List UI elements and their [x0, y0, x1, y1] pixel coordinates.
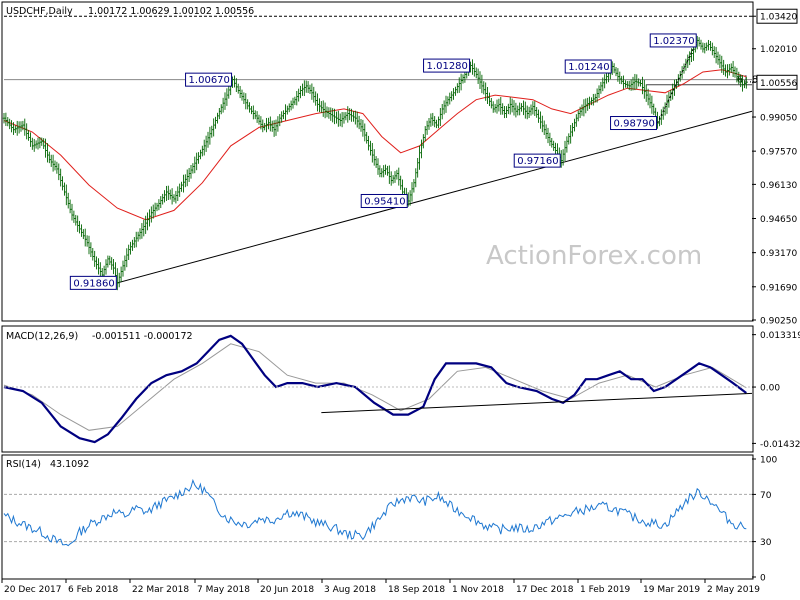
price-callout-box — [649, 33, 697, 48]
price-callout-label: 1.00670 — [189, 75, 230, 86]
rsi-layer — [3, 478, 752, 547]
price-callout-label: 0.95410 — [364, 196, 405, 207]
rsi-values: 43.1092 — [50, 459, 89, 470]
macd-values: -0.001511 -0.000172 — [92, 331, 193, 342]
rsi-line — [3, 478, 747, 547]
x-axis: 20 Dec 2017 6 Feb 2018 22 Mar 2018 7 May 20… — [1, 579, 760, 595]
price-callout-box — [360, 193, 408, 208]
macd-axis: 0.013319 0.00 -0.014323 — [4, 331, 800, 450]
rsi-title: RSI(14) — [6, 459, 41, 470]
price-callout-label: 0.97160 — [517, 156, 558, 167]
price-callout-box — [69, 275, 117, 290]
fib-level-label: 61.8 — [737, 75, 758, 86]
price-callout-box — [513, 153, 561, 168]
price-axis-label: 0.93170 — [760, 249, 797, 259]
support-trendline — [117, 110, 753, 284]
price-callout-label: 1.01280 — [427, 61, 468, 72]
x-axis-label: 1 Feb 2019 — [580, 585, 631, 595]
price-callout-box — [564, 59, 612, 74]
rsi-axis-label: 0 — [760, 574, 766, 584]
rsi-axis: 100 70 30 0 — [752, 456, 777, 584]
price-axis-label: 0.94650 — [760, 215, 797, 225]
price-badge-top — [756, 8, 798, 24]
price-axis-label: 0.99050 — [760, 114, 797, 124]
x-axis-label: 1 Nov 2018 — [452, 585, 504, 595]
wave-dotted-line — [657, 40, 698, 124]
price-axis-label: 1.03420 — [760, 13, 797, 23]
price-callout-box — [423, 58, 471, 73]
x-axis-label: 20 Dec 2017 — [4, 585, 62, 595]
x-axis-label: 22 Mar 2018 — [132, 585, 189, 595]
price-axis-label: 0.96130 — [760, 181, 797, 191]
x-axis-label: 3 Aug 2018 — [324, 585, 376, 595]
macd-signal-line — [3, 343, 747, 431]
price-axis-label: 1.02010 — [760, 45, 797, 55]
price-axis-label: 0.97570 — [760, 148, 797, 158]
price-callout-label: 0.98790 — [614, 119, 655, 130]
x-axis-label: 20 Jun 2018 — [260, 585, 314, 595]
rsi-panel-frame — [1, 454, 754, 580]
macd-axis-label: 0.00 — [760, 384, 780, 394]
macd-axis-label: 0.013319 — [760, 331, 800, 341]
rsi-axis-label: 70 — [760, 491, 772, 501]
price-axis-label: 1.00556 — [760, 79, 797, 89]
price-callout-label: 1.02370 — [653, 36, 694, 47]
macd-panel-frame — [1, 325, 754, 453]
macd-trendline — [321, 392, 753, 414]
rsi-axis-label: 100 — [760, 456, 777, 466]
macd-title: MACD(12,26,9) — [6, 331, 78, 342]
price-layer: 61.8 1.00670 1.01280 1.01240 1.02370 0.95410 0… — [2, 15, 758, 291]
macd-layer — [3, 334, 753, 444]
chart-header-symbol: USDCHF,Daily — [6, 6, 73, 17]
watermark: ActionForex.com — [486, 241, 702, 271]
x-axis-label: 17 Dec 2018 — [516, 585, 574, 595]
price-badge-current — [756, 74, 798, 90]
price-panel-frame — [1, 1, 754, 322]
moving-average-line — [3, 69, 747, 221]
x-axis-label: 6 Feb 2018 — [68, 585, 119, 595]
chart-header-ohlc: 1.00172 1.00629 1.00102 1.00556 — [88, 6, 254, 17]
x-axis-label: 2 May 2019 — [707, 585, 760, 595]
price-axis-label: 0.91690 — [760, 283, 797, 293]
price-callout-label: 0.91860 — [73, 278, 114, 289]
price-callout-box — [610, 116, 658, 131]
x-axis-label: 7 May 2018 — [197, 585, 250, 595]
price-callout-box — [185, 72, 233, 87]
x-axis-label: 18 Sep 2018 — [388, 585, 445, 595]
macd-axis-label: -0.014323 — [760, 440, 800, 450]
price-callout-label: 1.01240 — [568, 62, 609, 73]
x-axis-label: 19 Mar 2019 — [643, 585, 700, 595]
macd-line — [3, 334, 747, 444]
price-axis-label: 0.90250 — [760, 317, 797, 327]
rsi-axis-label: 30 — [760, 538, 772, 548]
price-axis: 1.03420 1.02010 1.00556 0.99050 0.97570 0.961… — [752, 8, 798, 327]
